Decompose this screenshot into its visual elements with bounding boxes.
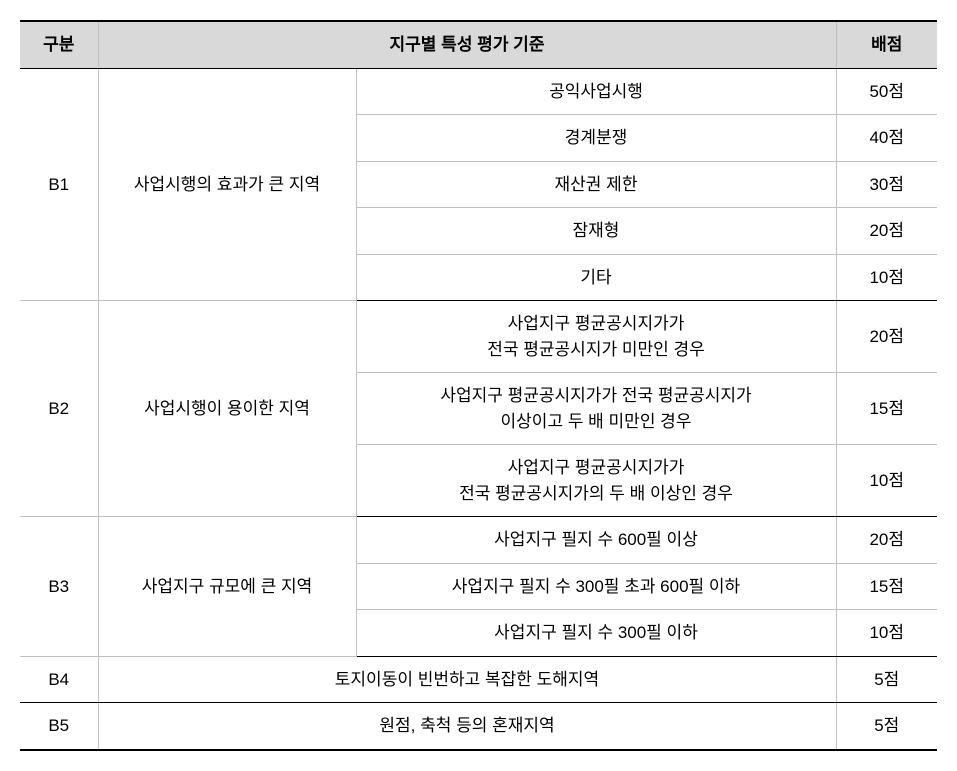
criteria-table: 구분 지구별 특성 평가 기준 배점 B1 사업시행의 효과가 큰 지역 공익사…	[20, 20, 937, 751]
cell-score: 20점	[836, 301, 937, 373]
cell-detail: 재산권 제한	[356, 161, 836, 208]
criteria-table-wrapper: 구분 지구별 특성 평가 기준 배점 B1 사업시행의 효과가 큰 지역 공익사…	[20, 20, 937, 751]
cell-detail: 사업지구 필지 수 600필 이상	[356, 517, 836, 564]
cell-detail: 사업지구 평균공시지가가 전국 평균공시지가 이상이고 두 배 미만인 경우	[356, 373, 836, 445]
cell-score: 50점	[836, 68, 937, 115]
cell-detail: 잠재형	[356, 208, 836, 255]
table-row: B4 토지이동이 빈번하고 복잡한 도해지역 5점	[20, 656, 937, 703]
cell-code: B3	[20, 517, 98, 657]
table-row: B3 사업지구 규모에 큰 지역 사업지구 필지 수 600필 이상 20점	[20, 517, 937, 564]
cell-code: B5	[20, 703, 98, 750]
header-criteria: 지구별 특성 평가 기준	[98, 21, 836, 68]
header-gubun: 구분	[20, 21, 98, 68]
cell-score: 20점	[836, 517, 937, 564]
cell-code: B1	[20, 68, 98, 301]
cell-detail: 기타	[356, 254, 836, 301]
cell-score: 15점	[836, 563, 937, 610]
cell-score: 30점	[836, 161, 937, 208]
table-row: B5 원점, 축척 등의 혼재지역 5점	[20, 703, 937, 750]
cell-desc: 사업시행이 용이한 지역	[98, 301, 356, 517]
cell-score: 40점	[836, 115, 937, 162]
cell-detail: 원점, 축척 등의 혼재지역	[98, 703, 836, 750]
cell-detail: 사업지구 평균공시지가가 전국 평균공시지가 미만인 경우	[356, 301, 836, 373]
cell-desc: 사업지구 규모에 큰 지역	[98, 517, 356, 657]
cell-score: 10점	[836, 445, 937, 517]
cell-score: 15점	[836, 373, 937, 445]
cell-detail: 사업지구 필지 수 300필 초과 600필 이하	[356, 563, 836, 610]
cell-detail: 토지이동이 빈번하고 복잡한 도해지역	[98, 656, 836, 703]
cell-desc: 사업시행의 효과가 큰 지역	[98, 68, 356, 301]
header-score: 배점	[836, 21, 937, 68]
cell-code: B4	[20, 656, 98, 703]
cell-score: 5점	[836, 656, 937, 703]
table-row: B2 사업시행이 용이한 지역 사업지구 평균공시지가가 전국 평균공시지가 미…	[20, 301, 937, 373]
cell-score: 20점	[836, 208, 937, 255]
cell-score: 10점	[836, 610, 937, 657]
cell-detail: 사업지구 평균공시지가가 전국 평균공시지가의 두 배 이상인 경우	[356, 445, 836, 517]
table-row: B1 사업시행의 효과가 큰 지역 공익사업시행 50점	[20, 68, 937, 115]
cell-detail: 경계분쟁	[356, 115, 836, 162]
cell-score: 5점	[836, 703, 937, 750]
cell-code: B2	[20, 301, 98, 517]
cell-detail: 사업지구 필지 수 300필 이하	[356, 610, 836, 657]
table-header-row: 구분 지구별 특성 평가 기준 배점	[20, 21, 937, 68]
cell-score: 10점	[836, 254, 937, 301]
cell-detail: 공익사업시행	[356, 68, 836, 115]
